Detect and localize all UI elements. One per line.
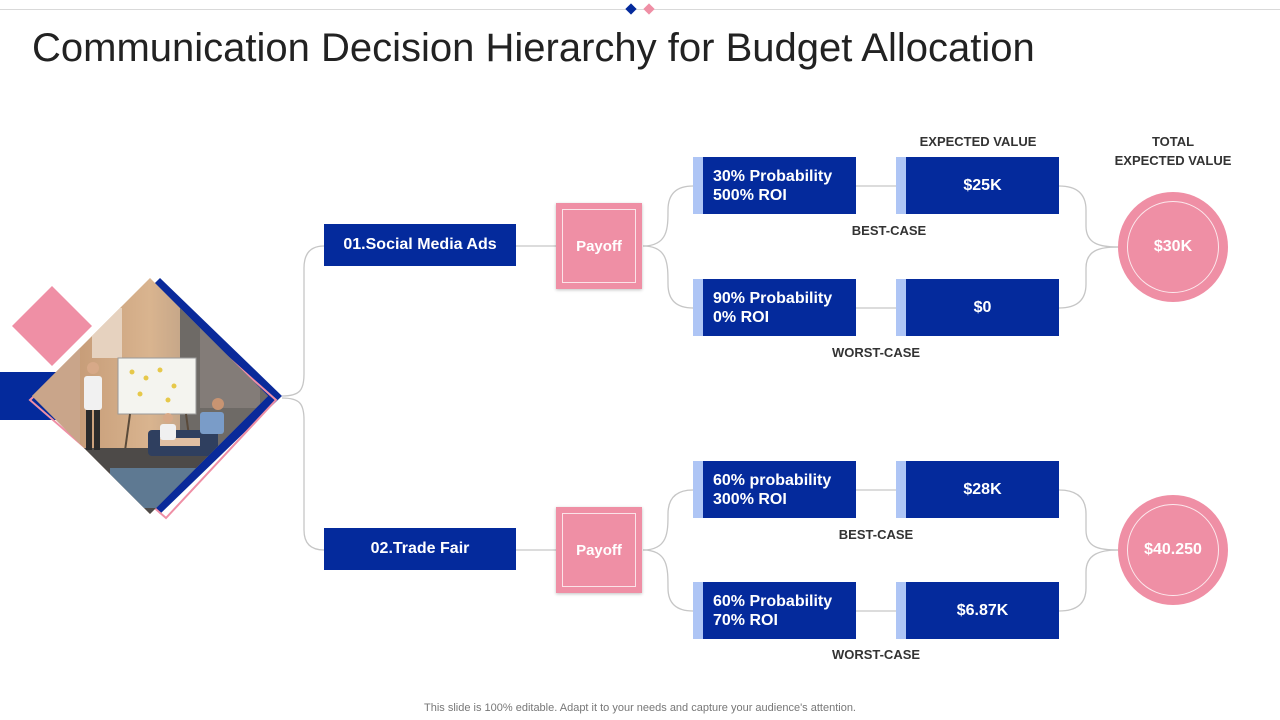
option-label: 02.Trade Fair <box>370 540 470 557</box>
total-header-line2: EXPECTED VALUE <box>1114 153 1232 168</box>
top-rule <box>0 9 1280 10</box>
probability-text: 30% Probability <box>713 167 833 185</box>
expected-value-text: $25K <box>963 176 1002 194</box>
expected-value-text: $6.87K <box>956 601 1009 619</box>
option-social-media-ads[interactable]: 01.Social Media Ads <box>324 224 516 266</box>
circle-ring <box>1127 504 1219 596</box>
best-case-value-box[interactable]: $28K <box>896 461 1059 518</box>
total-value-text: $40.250 <box>1144 541 1202 558</box>
expected-value-text: $0 <box>973 298 992 316</box>
best-case-label: BEST-CASE <box>851 223 927 238</box>
probability-text: 60% probability <box>713 471 832 489</box>
roi-text: 300% ROI <box>713 490 787 508</box>
worst-case-probability-box[interactable]: 90% Probability 0% ROI <box>693 279 856 336</box>
total-expected-value-circle[interactable]: $30K <box>1118 192 1228 302</box>
probability-text: 90% Probability <box>713 289 833 307</box>
option-label: 01.Social Media Ads <box>343 236 497 253</box>
best-case-probability-box[interactable]: 30% Probability 500% ROI <box>693 157 856 214</box>
worst-case-label: WORST-CASE <box>831 345 921 360</box>
footer-note: This slide is 100% editable. Adapt it to… <box>424 702 856 714</box>
payoff-node-social-media[interactable]: Payoff <box>556 203 642 289</box>
payoff-label: Payoff <box>576 541 622 559</box>
expected-value-text: $28K <box>963 480 1002 498</box>
roi-text: 70% ROI <box>713 611 778 629</box>
best-case-label: BEST-CASE <box>838 527 914 542</box>
probability-text: 60% Probability <box>713 592 833 610</box>
payoff-inner-frame <box>562 513 636 587</box>
best-case-probability-box[interactable]: 60% probability 300% ROI <box>693 461 856 518</box>
payoff-node-trade-fair[interactable]: Payoff <box>556 507 642 593</box>
best-case-value-box[interactable]: $25K <box>896 157 1059 214</box>
payoff-inner-frame <box>562 209 636 283</box>
worst-case-value-box[interactable]: $6.87K <box>896 582 1059 639</box>
team-meeting-photo <box>0 278 282 520</box>
page-title: Communication Decision Hierarchy for Bud… <box>32 26 1035 70</box>
roi-text: 500% ROI <box>713 186 787 204</box>
total-value-text: $30K <box>1153 238 1193 255</box>
circle-ring <box>1127 201 1219 293</box>
expected-value-header: EXPECTED VALUE <box>919 134 1037 149</box>
option-trade-fair[interactable]: 02.Trade Fair <box>324 528 516 570</box>
worst-case-probability-box[interactable]: 60% Probability 70% ROI <box>693 582 856 639</box>
total-expected-value-header: TOTAL EXPECTED VALUE <box>1115 132 1232 170</box>
worst-case-value-box[interactable]: $0 <box>896 279 1059 336</box>
payoff-label: Payoff <box>576 237 622 255</box>
total-header-line1: TOTAL <box>1151 134 1195 149</box>
roi-text: 0% ROI <box>713 308 770 326</box>
worst-case-label: WORST-CASE <box>831 647 921 662</box>
total-expected-value-circle[interactable]: $40.250 <box>1118 495 1228 605</box>
